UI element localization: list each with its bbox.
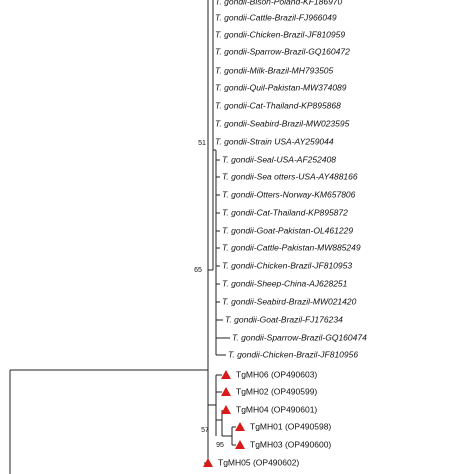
leaf-label: T. gondii-Milk-Brazil-MH793505: [215, 65, 334, 75]
leaf-label: T. gondii-Sparrow-Brazil-GQ160472: [215, 46, 350, 56]
leaf-label: T. gondii-Sheep-China-AJ628251: [222, 278, 348, 288]
leaf-label: T. gondii-Seabird-Brazil-MW021420: [222, 296, 357, 306]
leaf-label: T. gondii-Chicken-Brazil-JF810959: [215, 29, 345, 39]
leaf-label: T. gondii-Quil-Pakistan-MW374089: [215, 82, 347, 92]
leaf-label: TgMH04 (OP490601): [236, 404, 317, 414]
leaf-label: T. gondii-Cattle-Pakistan-MW885249: [222, 242, 361, 252]
leaf-label: TgMH03 (OP490600): [250, 439, 331, 449]
leaf-label: T. gondii-Cat-Thailand-KP895872: [222, 207, 348, 217]
leaf-label: TgMH01 (OP490598): [250, 421, 331, 431]
leaf-label: TgMH02 (OP490599): [236, 386, 317, 396]
leaf-label: T. gondii-Cattle-Brazil-FJ966049: [215, 12, 337, 22]
leaf-label: T. gondii-Sparrow-Brazil-GQ160474: [232, 332, 367, 342]
leaf-label: T. gondii-Chicken-Brazil-JF810953: [222, 260, 352, 270]
leaf-label: T. gondii-Otters-Norway-KM657806: [222, 189, 356, 199]
leaf-label: T. gondii-Chicken-Brazil-JF810956: [228, 349, 358, 359]
isolate-marker: [203, 458, 213, 467]
bootstrap-value: 65: [194, 267, 202, 274]
bootstrap-value: 95: [216, 442, 224, 449]
isolate-marker: [221, 370, 231, 379]
leaf-label: T. gondii-Strain USA-AY259044: [215, 136, 334, 146]
leaf-label: T. gondii-Goat-Pakistan-OL461229: [222, 225, 353, 235]
isolate-marker: [235, 440, 245, 449]
leaf-label: T. gondii-Seal-USA-AF252408: [222, 154, 336, 164]
bootstrap-value: 57: [201, 427, 209, 434]
leaf-label: T. gondii-Bison-Poland-KF186970: [215, 0, 343, 6]
leaf-label: T. gondii-Seabird-Brazil-MW023595: [215, 118, 350, 128]
leaf-label: T. gondii-Cat-Thailand-KP895868: [215, 100, 341, 110]
bootstrap-value: 51: [198, 140, 206, 147]
isolate-marker: [221, 387, 231, 396]
isolate-marker: [235, 422, 245, 431]
leaf-label: T. gondii-Goat-Brazil-FJ176234: [225, 314, 343, 324]
leaf-label: TgMH05 (OP490602): [218, 457, 299, 467]
leaf-label: TgMH06 (OP490603): [236, 369, 317, 379]
leaf-label: T. gondii-Sea otters-USA-AY488166: [222, 171, 358, 181]
isolate-marker: [221, 405, 231, 414]
